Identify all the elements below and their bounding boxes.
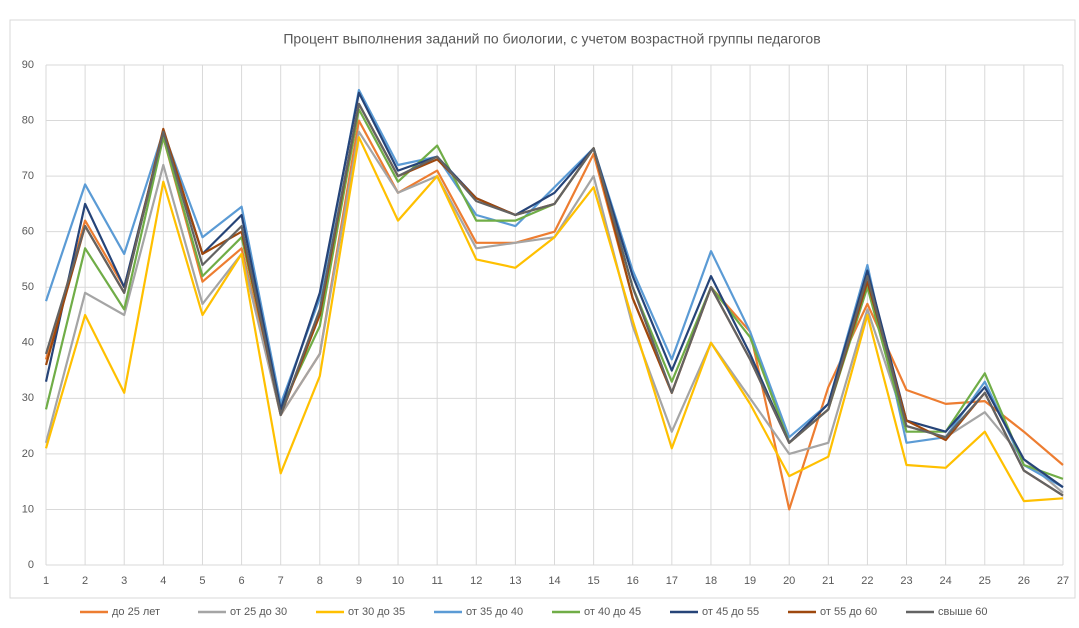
x-tick-label: 8 bbox=[317, 575, 323, 587]
x-tick-label: 10 bbox=[392, 575, 404, 587]
y-tick-label: 70 bbox=[22, 170, 34, 182]
y-tick-label: 10 bbox=[22, 503, 34, 515]
x-tick-label: 26 bbox=[1018, 575, 1030, 587]
x-tick-label: 19 bbox=[744, 575, 756, 587]
x-tick-label: 22 bbox=[861, 575, 873, 587]
chart-frame bbox=[9, 19, 1076, 599]
x-tick-label: 4 bbox=[160, 575, 166, 587]
x-tick-label: 27 bbox=[1057, 575, 1069, 587]
y-tick-label: 80 bbox=[22, 114, 34, 126]
legend-label: от 55 до 60 bbox=[820, 606, 877, 618]
x-tick-label: 14 bbox=[548, 575, 560, 587]
x-tick-label: 23 bbox=[900, 575, 912, 587]
x-tick-label: 11 bbox=[431, 575, 442, 587]
x-tick-label: 1 bbox=[43, 575, 49, 587]
y-tick-label: 0 bbox=[28, 559, 34, 571]
x-tick-label: 6 bbox=[239, 575, 245, 587]
x-tick-label: 24 bbox=[940, 575, 952, 587]
legend-label: от 35 до 40 bbox=[466, 606, 523, 618]
x-tick-label: 5 bbox=[199, 575, 205, 587]
series-line bbox=[44, 119, 1064, 511]
legend-label: от 45 до 55 bbox=[702, 606, 759, 618]
y-tick-label: 60 bbox=[22, 226, 34, 238]
x-tick-label: 12 bbox=[470, 575, 482, 587]
series-line bbox=[44, 102, 1064, 497]
x-tick-label: 15 bbox=[587, 575, 599, 587]
y-tick-label: 20 bbox=[22, 448, 34, 460]
x-tick-label: 17 bbox=[666, 575, 678, 587]
y-tick-label: 50 bbox=[22, 281, 34, 293]
x-tick-label: 18 bbox=[705, 575, 717, 587]
x-tick-label: 20 bbox=[783, 575, 795, 587]
legend-label: до 25 лет bbox=[112, 606, 160, 618]
x-tick-label: 25 bbox=[979, 575, 991, 587]
series-line bbox=[44, 136, 1064, 503]
x-tick-label: 13 bbox=[509, 575, 521, 587]
y-tick-label: 30 bbox=[22, 392, 34, 404]
x-tick-label: 16 bbox=[627, 575, 639, 587]
y-tick-label: 40 bbox=[22, 337, 34, 349]
x-tick-label: 2 bbox=[82, 575, 88, 587]
legend-label: свыше 60 bbox=[938, 606, 987, 618]
x-tick-label: 7 bbox=[278, 575, 284, 587]
x-tick-label: 21 bbox=[822, 575, 834, 587]
x-tick-label: 9 bbox=[356, 575, 362, 587]
x-tick-label: 3 bbox=[121, 575, 127, 587]
legend-label: от 25 до 30 bbox=[230, 606, 287, 618]
y-tick-label: 90 bbox=[22, 59, 34, 71]
legend-label: от 30 до 35 bbox=[348, 606, 405, 618]
legend-label: от 40 до 45 bbox=[584, 606, 641, 618]
chart-title: Процент выполнения заданий по биологии, … bbox=[283, 31, 820, 47]
